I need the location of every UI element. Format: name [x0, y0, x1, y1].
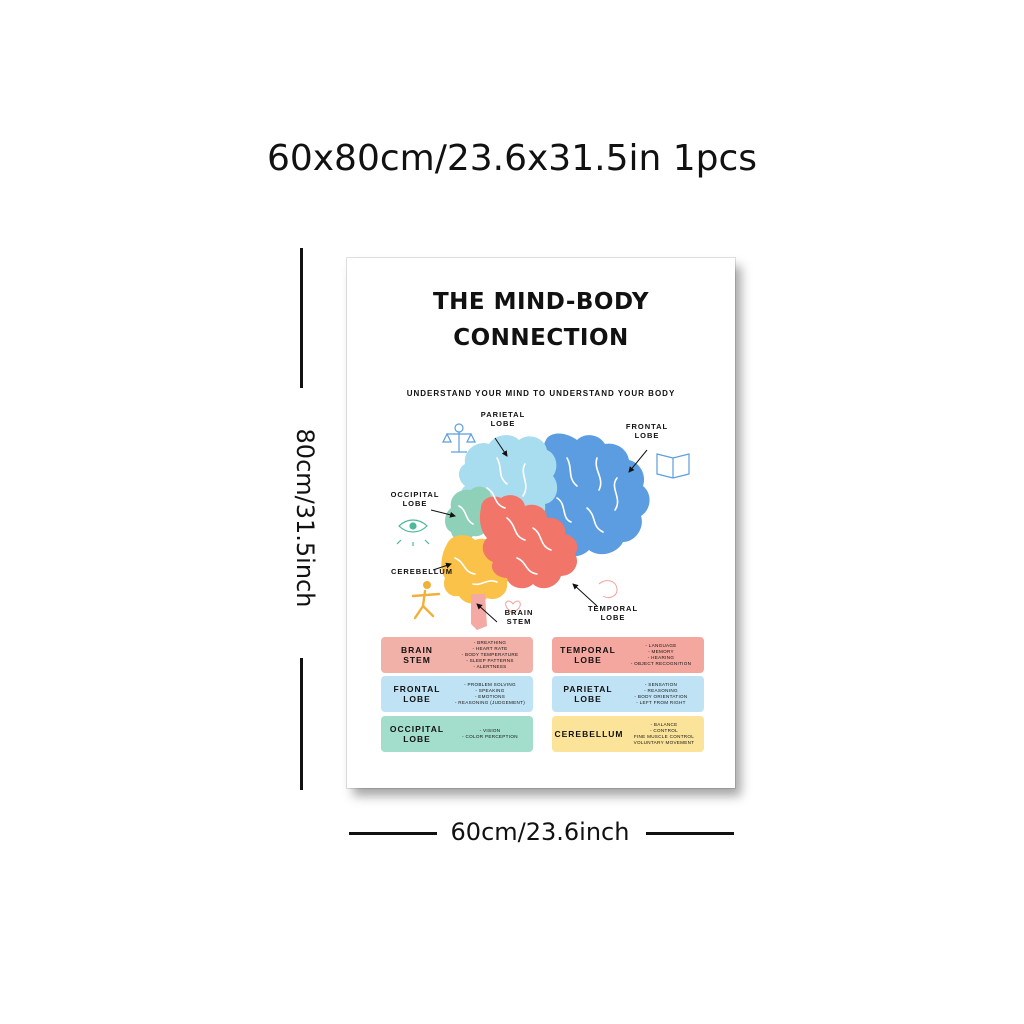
label-frontal-lobe: FRONTAL LOBE [615, 422, 679, 440]
card-cerebellum-title-1: CEREBELLUM [554, 729, 624, 739]
eye-icon [396, 519, 430, 546]
temporal-lobe-shape [479, 495, 578, 589]
card-occipital-lobe-title-1: OCCIPITAL [389, 724, 445, 734]
card-parietal-lobe-list: - SENSATION - REASONING - BODY ORIENTATI… [618, 676, 704, 712]
card-parietal-lobe-title: PARIETAL LOBE [558, 676, 618, 712]
card-cerebellum: CEREBELLUM - BALANCE - CONTROL FINE MUSC… [552, 716, 704, 752]
list-item: FINE MUSCLE CONTROL [633, 734, 695, 739]
card-parietal-lobe-title-2: LOBE [574, 694, 602, 704]
label-brain-stem: BRAIN STEM [497, 608, 541, 626]
card-temporal-lobe-title: TEMPORAL LOBE [558, 637, 618, 673]
list-item: - EMOTIONS [474, 694, 506, 699]
card-occipital-lobe: OCCIPITAL LOBE - VISION - COLOR PERCEPTI… [381, 716, 533, 752]
brain-stem-shape [471, 594, 487, 630]
list-item: - BODY ORIENTATION [634, 694, 688, 699]
poster-title: THE MIND-BODY CONNECTION [347, 284, 735, 356]
list-item: - PROBLEM SOLVING [464, 682, 516, 687]
brain-scale-icon [442, 423, 476, 453]
brain-fold-lines [454, 457, 619, 586]
card-frontal-lobe-list: - PROBLEM SOLVING - SPEAKING - EMOTIONS … [447, 676, 533, 712]
label-cerebellum: CEREBELLUM [390, 567, 454, 576]
card-occipital-lobe-title-2: LOBE [403, 734, 431, 744]
poster-title-line1: THE MIND-BODY [432, 289, 650, 315]
list-item: - LEFT FROM RIGHT [636, 700, 686, 705]
running-figure-icon [411, 581, 441, 620]
card-parietal-lobe: PARIETAL LOBE - SENSATION - REASONING - … [552, 676, 704, 712]
card-cerebellum-list: - BALANCE - CONTROL FINE MUSCLE CONTROL … [624, 716, 704, 752]
list-item: - ALERTNESS [473, 664, 507, 669]
card-brain-stem: BRAIN STEM - BREATHING - HEART RATE - BO… [381, 637, 533, 673]
poster-subtitle: UNDERSTAND YOUR MIND TO UNDERSTAND YOUR … [406, 389, 676, 398]
card-brain-stem-title: BRAIN STEM [387, 637, 447, 673]
list-item: - REASONING [644, 688, 678, 693]
list-item: - HEARING [647, 655, 675, 660]
list-item: - CONTROL [650, 728, 678, 733]
list-item: - SENSATION [644, 682, 678, 687]
width-dimension-label: 60cm/23.6inch [450, 818, 630, 846]
list-item: - SPEAKING [475, 688, 505, 693]
label-occipital-line1: OCCIPITAL [390, 490, 440, 499]
list-item: - MEMORY [648, 649, 674, 654]
label-occipital-line2: LOBE [402, 499, 428, 508]
label-frontal-line2: LOBE [634, 431, 660, 440]
label-parietal-lobe: PARIETAL LOBE [473, 410, 533, 428]
card-brain-stem-title-2: STEM [403, 655, 431, 665]
label-brain-stem-line1: BRAIN [504, 608, 534, 617]
card-cerebellum-title: CEREBELLUM [554, 716, 624, 752]
height-dimension-line [300, 248, 303, 790]
list-item: - SLEEP PATTERNS [466, 658, 514, 663]
poster: THE MIND-BODY CONNECTION UNDERSTAND YOUR… [347, 258, 735, 788]
label-occipital-lobe: OCCIPITAL LOBE [383, 490, 447, 508]
size-headline: 60x80cm/23.6x31.5in 1pcs [266, 138, 758, 179]
list-item: VOLUNTARY MOVEMENT [633, 740, 695, 745]
card-brain-stem-title-1: BRAIN [401, 645, 433, 655]
list-item: - BODY TEMPERATURE [461, 652, 519, 657]
label-parietal-line2: LOBE [490, 419, 516, 428]
card-temporal-lobe-title-1: TEMPORAL [560, 645, 616, 655]
label-brain-stem-line2: STEM [506, 617, 532, 626]
card-frontal-lobe-title-2: LOBE [403, 694, 431, 704]
label-arrows [430, 437, 648, 623]
label-parietal-line1: PARIETAL [480, 410, 526, 419]
height-line-bottom [300, 658, 303, 790]
width-line-right [646, 832, 734, 835]
frontal-lobe-shape [535, 433, 650, 557]
list-item: - HEART RATE [472, 646, 508, 651]
card-frontal-lobe-title-1: FRONTAL [393, 684, 441, 694]
label-temporal-line1: TEMPORAL [587, 604, 639, 613]
card-temporal-lobe-title-2: LOBE [574, 655, 602, 665]
poster-title-line2: CONNECTION [453, 325, 629, 351]
height-dimension-label: 80cm/31.5inch [291, 428, 319, 608]
width-line-left [349, 832, 437, 835]
card-frontal-lobe-title: FRONTAL LOBE [387, 676, 447, 712]
list-item: - COLOR PERCEPTION [462, 734, 518, 739]
card-brain-stem-list: - BREATHING - HEART RATE - BODY TEMPERAT… [447, 637, 533, 673]
list-item: - LANGUAGE [645, 643, 677, 648]
label-temporal-lobe: TEMPORAL LOBE [581, 604, 645, 622]
book-icon [656, 453, 690, 479]
brain-diagram [396, 423, 690, 630]
card-temporal-lobe-list: - LANGUAGE - MEMORY - HEARING - OBJECT R… [618, 637, 704, 673]
card-temporal-lobe: TEMPORAL LOBE - LANGUAGE - MEMORY - HEAR… [552, 637, 704, 673]
card-occipital-lobe-title: OCCIPITAL LOBE [387, 716, 447, 752]
list-item: - BREATHING [473, 640, 507, 645]
card-frontal-lobe: FRONTAL LOBE - PROBLEM SOLVING - SPEAKIN… [381, 676, 533, 712]
label-temporal-line2: LOBE [600, 613, 626, 622]
list-item: - REASONING (JUDGEMENT) [454, 700, 526, 705]
height-line-top [300, 248, 303, 388]
card-parietal-lobe-title-1: PARIETAL [563, 684, 613, 694]
list-item: - BALANCE [650, 722, 678, 727]
card-occipital-lobe-list: - VISION - COLOR PERCEPTION [447, 716, 533, 752]
label-frontal-line1: FRONTAL [625, 422, 669, 431]
heart-icon [505, 580, 618, 615]
list-item: - OBJECT RECOGNITION [630, 661, 692, 666]
list-item: - VISION [479, 728, 501, 733]
